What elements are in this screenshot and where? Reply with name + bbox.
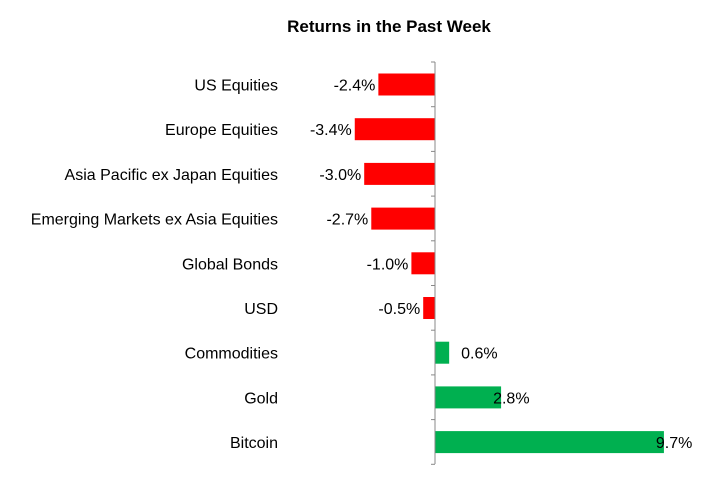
bar-us-equities — [378, 73, 435, 96]
bar-asia-pacific-ex-japan-equities — [364, 162, 435, 185]
chart-title: Returns in the Past Week — [287, 17, 491, 36]
value-label-commodities: 0.6% — [461, 346, 497, 363]
bar-global-bonds — [411, 252, 435, 275]
category-label-europe-equities: Europe Equities — [165, 122, 278, 139]
bars-group — [354, 73, 664, 454]
category-label-emerging-markets-ex-asia-equities: Emerging Markets ex Asia Equities — [31, 212, 278, 229]
category-label-commodities: Commodities — [185, 346, 278, 363]
value-label-global-bonds: -1.0% — [367, 256, 409, 273]
category-label-gold: Gold — [244, 390, 278, 407]
bar-commodities — [435, 341, 450, 364]
value-label-gold: 2.8% — [493, 390, 529, 407]
value-axis — [431, 61, 436, 465]
value-label-bitcoin: 9.7% — [656, 435, 692, 452]
value-labels: -2.4% -3.4% -3.0% -2.7% -1.0% -0.5% 0.6% 2.8% 9.… — [310, 78, 692, 453]
category-labels: US Equities Europe Equities Asia Pacific e… — [31, 78, 278, 453]
category-label-global-bonds: Global Bonds — [182, 256, 278, 273]
value-label-us-equities: -2.4% — [334, 78, 376, 95]
bar-gold — [435, 386, 502, 409]
value-label-emerging-markets-ex-asia-equities: -2.7% — [326, 212, 368, 229]
value-label-usd: -0.5% — [378, 301, 420, 318]
value-label-asia-pacific-ex-japan-equities: -3.0% — [319, 167, 361, 184]
category-label-usd: USD — [244, 301, 278, 318]
category-label-us-equities: US Equities — [194, 78, 278, 95]
bar-bitcoin — [435, 431, 664, 454]
bar-usd — [423, 297, 435, 319]
value-label-europe-equities: -3.4% — [310, 122, 352, 139]
category-label-bitcoin: Bitcoin — [230, 435, 278, 452]
bar-europe-equities — [354, 118, 435, 141]
category-label-asia-pacific-ex-japan-equities: Asia Pacific ex Japan Equities — [65, 167, 278, 184]
bar-emerging-markets-ex-asia-equities — [371, 207, 435, 230]
